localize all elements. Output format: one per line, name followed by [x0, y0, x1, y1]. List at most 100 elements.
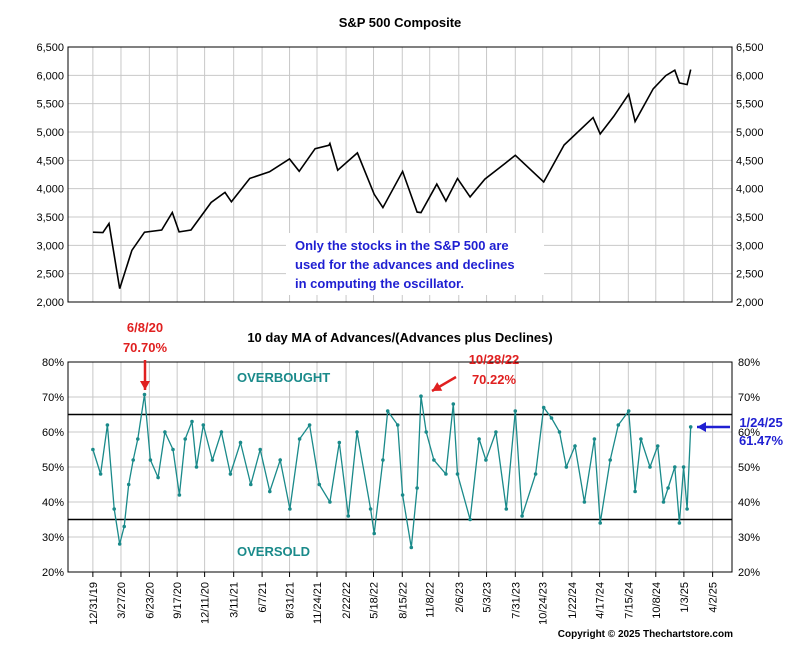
oscillator-point	[504, 507, 509, 511]
oscillator-point	[573, 444, 577, 448]
bottom-ytick-left: 20%	[42, 567, 64, 579]
oscillator-point	[228, 472, 233, 476]
top-ytick-right: 3,000	[736, 240, 764, 252]
annotation-1-value: 70.70%	[123, 340, 168, 355]
x-tick-label: 8/15/22	[397, 582, 409, 619]
note-line-2: used for the advances and declines	[295, 257, 515, 272]
oscillator-point	[661, 500, 666, 504]
oscillator-point	[346, 514, 351, 518]
top-ytick-left: 6,500	[36, 42, 64, 54]
oscillator-point	[307, 423, 312, 427]
oscillator-point	[142, 392, 147, 397]
x-tick-label: 2/22/22	[341, 582, 353, 619]
oscillator-point	[633, 489, 637, 494]
oscillator-point	[533, 472, 538, 476]
x-tick-label: 10/8/24	[651, 582, 663, 619]
bottom-ytick-left: 40%	[42, 497, 64, 509]
annotation-3-date: 1/24/25	[739, 415, 782, 430]
arrow-head	[432, 382, 443, 391]
overbought-label: OVERBOUGHT	[237, 370, 330, 385]
x-tick-label: 4/17/24	[595, 582, 607, 619]
x-tick-label: 4/2/25	[708, 582, 720, 613]
x-tick-label: 7/15/24	[623, 582, 635, 619]
top-ytick-left: 2,500	[36, 269, 64, 281]
oscillator-point	[278, 458, 283, 462]
oscillator-point	[673, 465, 677, 469]
oscillator-point	[444, 472, 448, 476]
oscillator-point	[210, 458, 215, 462]
oscillator-point	[385, 409, 390, 413]
oscillator-point	[163, 430, 167, 434]
x-tick-label: 12/31/19	[88, 582, 100, 625]
arrow-head	[697, 422, 706, 432]
bottom-ytick-left: 80%	[42, 357, 64, 369]
bottom-y-ticks: 20% 20% 30% 30% 40% 40% 50% 50% 60% 60% 70% 70% 80% 8…	[42, 357, 760, 579]
oscillator-point	[249, 482, 253, 487]
x-tick-label: 6/23/20	[144, 582, 156, 619]
annotation-2-date: 10/28/22	[469, 352, 520, 367]
oscillator-point	[183, 437, 187, 441]
x-tick-label: 10/24/23	[538, 582, 550, 625]
oscillator-point	[297, 437, 302, 441]
bottom-ytick-right: 50%	[738, 462, 760, 474]
x-tick-label: 1/3/25	[679, 582, 691, 613]
chart-title-sp500: S&P 500 Composite	[339, 15, 462, 30]
top-plot-frame	[67, 46, 733, 303]
top-ytick-right: 4,000	[736, 184, 764, 196]
oscillator-point	[258, 447, 263, 452]
oscillator-point	[194, 465, 199, 469]
oscillator-point	[219, 430, 224, 434]
oscillator-point	[136, 437, 140, 441]
oscillator-point	[549, 416, 554, 420]
oscillator-point	[148, 458, 153, 462]
oscillator-point	[681, 465, 686, 469]
bottom-ytick-right: 40%	[738, 497, 760, 509]
oscillator-point	[639, 437, 643, 441]
x-tick-label: 2/6/23	[454, 582, 466, 613]
oscillator-point	[400, 493, 405, 497]
oscillator-point	[122, 524, 126, 529]
annotation-1-date: 6/8/20	[127, 320, 163, 335]
oscillator-point	[468, 517, 472, 522]
x-tick-labels: 12/31/19 3/27/20 6/23/20 9/17/20 12/11/20 3/1…	[88, 572, 720, 625]
oscillator-point	[395, 423, 400, 427]
bottom-ytick-left: 70%	[42, 392, 64, 404]
x-tick-label: 1/22/24	[567, 582, 579, 619]
x-tick-label: 8/31/21	[285, 582, 297, 619]
oscillator-point	[477, 437, 481, 441]
oscillator-point	[513, 409, 518, 413]
oscillator-point	[190, 419, 194, 424]
oscillator-point	[432, 458, 436, 462]
oscillator-point	[368, 507, 373, 511]
x-tick-label: 11/24/21	[312, 582, 324, 624]
top-ytick-left: 3,500	[36, 212, 64, 224]
oscillator-point	[666, 486, 670, 490]
oscillator-point	[337, 440, 342, 445]
sp500-price-line	[92, 69, 692, 289]
reference-lines	[68, 413, 732, 521]
oscillator-point	[557, 430, 562, 434]
oscillator-point	[112, 507, 116, 511]
oscillator-point	[592, 437, 597, 441]
top-ytick-left: 6,000	[36, 70, 64, 82]
oscillator-point	[381, 458, 385, 462]
oscillator-point	[655, 444, 660, 448]
annotation-3-value: 61.47%	[739, 433, 784, 448]
bottom-ytick-right: 30%	[738, 532, 760, 544]
note-line-1: Only the stocks in the S&P 500 are	[295, 238, 509, 253]
top-ytick-right: 6,500	[736, 42, 764, 54]
oscillator-point	[105, 423, 110, 427]
oscillator-point	[131, 458, 135, 462]
bottom-plot-frame	[67, 361, 733, 573]
oscillator-point	[415, 486, 419, 490]
oscillator-point	[451, 402, 456, 406]
x-tick-label: 12/11/20	[200, 582, 212, 624]
oscillator-point	[355, 430, 359, 434]
bottom-ytick-left: 50%	[42, 462, 64, 474]
oscillator-point	[494, 430, 498, 434]
bottom-ytick-right: 60%	[738, 427, 760, 439]
x-tick-label: 6/7/21	[257, 582, 269, 613]
oscillator-point	[171, 447, 175, 452]
bottom-ytick-left: 30%	[42, 532, 64, 544]
